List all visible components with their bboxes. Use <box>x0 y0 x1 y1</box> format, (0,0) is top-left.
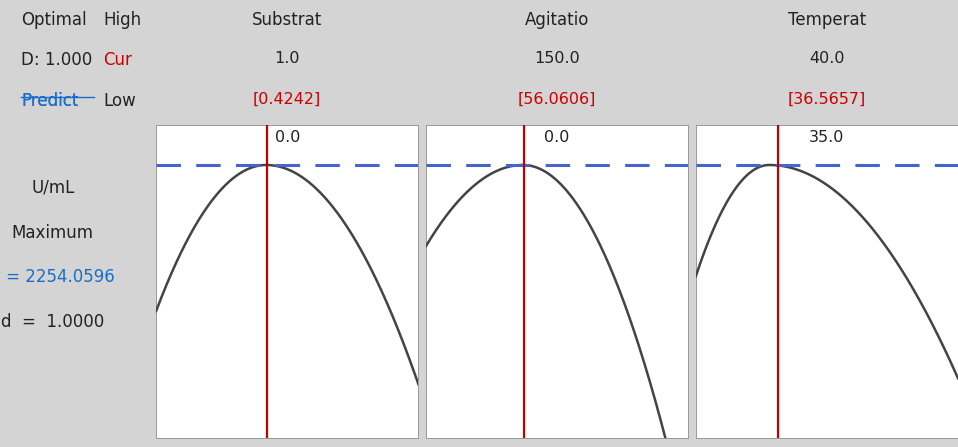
Text: y = 2254.0596: y = 2254.0596 <box>0 268 115 286</box>
Text: 150.0: 150.0 <box>535 51 580 67</box>
Text: Predict: Predict <box>21 92 79 110</box>
Text: 1.0: 1.0 <box>275 51 300 67</box>
Text: Substrat: Substrat <box>252 11 322 29</box>
Text: Predict: Predict <box>21 92 79 110</box>
Text: Optimal: Optimal <box>21 11 87 29</box>
Text: Agitatio: Agitatio <box>525 11 589 29</box>
Text: d  =  1.0000: d = 1.0000 <box>1 313 104 331</box>
Text: [56.0606]: [56.0606] <box>518 92 596 107</box>
Text: [0.4242]: [0.4242] <box>253 92 321 107</box>
Text: U/mL: U/mL <box>31 179 75 197</box>
Text: D: 1.000: D: 1.000 <box>21 51 92 69</box>
Text: Maximum: Maximum <box>11 224 94 241</box>
Text: 40.0: 40.0 <box>810 51 845 67</box>
Text: Cur: Cur <box>103 51 132 69</box>
Text: Temperat: Temperat <box>787 11 866 29</box>
Text: 35.0: 35.0 <box>810 130 845 145</box>
Text: Low: Low <box>103 92 136 110</box>
Text: High: High <box>103 11 142 29</box>
Text: [36.5657]: [36.5657] <box>787 92 866 107</box>
Text: 0.0: 0.0 <box>544 130 570 145</box>
Text: 0.0: 0.0 <box>275 130 300 145</box>
